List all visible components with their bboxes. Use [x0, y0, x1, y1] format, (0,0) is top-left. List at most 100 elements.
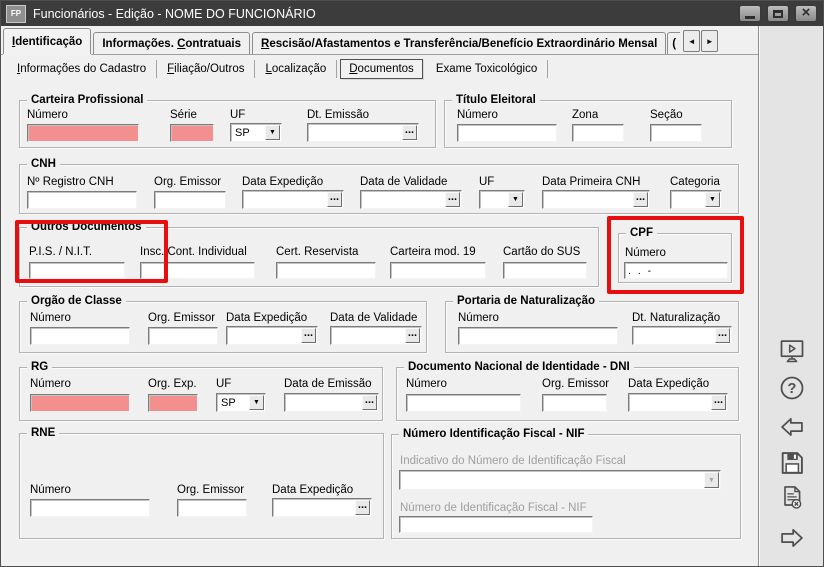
tutorial-video-button[interactable]	[775, 334, 809, 368]
rg-uf-select[interactable]: SP ▼	[216, 393, 266, 412]
ellipsis-icon[interactable]: ...	[402, 125, 417, 140]
dropdown-icon[interactable]: ▼	[265, 125, 280, 140]
tab-label: Identificação	[12, 35, 83, 48]
rne-data-expedicao-input[interactable]: ...	[272, 498, 372, 517]
cnh-categoria-select[interactable]: ▼	[670, 190, 722, 209]
cert-reservista-label: Cert. Reservista	[276, 246, 359, 258]
carteira-numero-input[interactable]	[27, 124, 139, 142]
document-cancel-icon	[784, 486, 802, 509]
portaria-dt-naturalizacao-input[interactable]: ...	[632, 326, 732, 345]
cancel-record-button[interactable]	[775, 481, 809, 515]
rne-numero-input[interactable]	[30, 499, 150, 517]
group-titulo-eleitoral: Título Eleitoral Número Zona Seção	[444, 93, 732, 148]
orgao-numero-input[interactable]	[30, 327, 130, 345]
cartao-sus-label: Cartão do SUS	[503, 246, 581, 258]
numero-nif-label: Número de Identificação Fiscal - NIF	[400, 502, 587, 514]
titulo-numero-input[interactable]	[457, 124, 557, 142]
subtab-documentos[interactable]: Documentos	[340, 59, 423, 79]
ellipsis-icon[interactable]: ...	[715, 328, 730, 343]
close-button[interactable]: ×	[794, 4, 818, 23]
window-title: Funcionários - Edição - NOME DO FUNCIONÁ…	[33, 6, 316, 21]
pis-nit-input[interactable]	[29, 262, 125, 279]
rg-org-exp-input[interactable]	[148, 394, 198, 412]
subtab-exame-toxicologico[interactable]: Exame Toxicológico	[426, 60, 549, 78]
cnh-data-validade-input[interactable]: ...	[360, 190, 462, 209]
titulo-zona-input[interactable]	[572, 124, 624, 142]
ellipsis-icon[interactable]: ...	[327, 192, 342, 207]
main-tab-bar: Identificação Informações. Contratuais R…	[1, 28, 758, 54]
ellipsis-icon[interactable]: ...	[633, 192, 648, 207]
cnh-data-primeira-input[interactable]: ...	[542, 190, 650, 209]
rne-org-emissor-input[interactable]	[177, 499, 247, 517]
cnh-registro-input[interactable]	[27, 191, 137, 209]
data-expedicao-label: Data Expedição	[242, 176, 324, 188]
dni-org-emissor-input[interactable]	[542, 394, 607, 412]
dropdown-icon[interactable]: ▼	[508, 192, 523, 207]
dni-data-expedicao-input[interactable]: ...	[628, 393, 728, 412]
minimize-button[interactable]	[738, 4, 762, 23]
uf-label: UF	[230, 109, 246, 121]
tab-informacoes-contratuais[interactable]: Informações. Contratuais	[93, 32, 250, 54]
dropdown-icon[interactable]: ▼	[705, 192, 720, 207]
uf-label: UF	[479, 176, 495, 188]
maximize-button[interactable]	[766, 4, 790, 23]
secao-label: Seção	[650, 109, 683, 121]
tab-overflow-partial[interactable]: (	[667, 32, 681, 54]
rg-numero-input[interactable]	[30, 394, 130, 412]
data-emissao-label: Data de Emissão	[284, 378, 372, 390]
dt-naturalizacao-label: Dt. Naturalização	[632, 312, 721, 324]
org-emissor-label: Org. Emissor	[148, 312, 216, 324]
ellipsis-icon[interactable]: ...	[445, 192, 460, 207]
numero-nif-input[interactable]	[399, 516, 593, 533]
data-validade-label: Data de Validade	[330, 312, 418, 324]
carteira-serie-input[interactable]	[170, 124, 214, 142]
dni-numero-input[interactable]	[406, 394, 521, 412]
indicativo-nif-label: Indicativo do Número de Identificação Fi…	[400, 455, 626, 467]
app-icon: FP	[6, 4, 26, 23]
orgao-data-expedicao-input[interactable]: ...	[226, 326, 318, 345]
ellipsis-icon[interactable]: ...	[301, 328, 316, 343]
orgao-org-emissor-input[interactable]	[148, 327, 218, 345]
subtab-informacoes-do-cadastro[interactable]: Informações do Cadastro	[7, 60, 158, 78]
dropdown-icon[interactable]: ▼	[249, 395, 264, 410]
cnh-org-emissor-input[interactable]	[154, 191, 226, 209]
dropdown-icon: ▼	[704, 472, 719, 488]
subtab-localizacao[interactable]: Localização	[255, 60, 338, 78]
org-exp-label: Org. Exp.	[148, 378, 197, 390]
titulo-secao-input[interactable]	[650, 124, 702, 142]
cartao-sus-input[interactable]	[503, 262, 587, 279]
tab-identificacao[interactable]: Identificação	[3, 28, 92, 54]
navigate-forward-button[interactable]	[775, 521, 809, 555]
ellipsis-icon[interactable]: ...	[355, 500, 370, 515]
numero-label: Número	[458, 312, 499, 324]
tab-scroll-right-button[interactable]: ►	[701, 30, 719, 52]
cert-reservista-input[interactable]	[276, 262, 376, 279]
group-orgao-de-classe: Orgão de Classe Número Org. Emissor Data…	[19, 294, 427, 353]
tab-rescisao-afastamentos[interactable]: Rescisão/Afastamentos e Transferência/Be…	[252, 32, 667, 54]
portaria-numero-input[interactable]	[458, 327, 618, 345]
subtab-filiacao-outros[interactable]: Filiação/Outros	[157, 60, 256, 78]
registro-cnh-label: Nº Registro CNH	[27, 176, 114, 188]
cnh-uf-select[interactable]: ▼	[479, 190, 525, 209]
cpf-numero-input[interactable]: . . -	[624, 262, 728, 279]
save-button[interactable]	[775, 446, 809, 480]
carteira-dt-emissao-input[interactable]: ...	[307, 123, 419, 142]
navigate-back-button[interactable]	[775, 410, 809, 444]
ellipsis-icon[interactable]: ...	[362, 395, 377, 410]
arrow-right-icon	[781, 528, 803, 548]
insc-cont-individual-input[interactable]	[140, 262, 255, 279]
cnh-data-expedicao-input[interactable]: ...	[242, 190, 344, 209]
rg-data-emissao-input[interactable]: ...	[284, 393, 379, 412]
ellipsis-icon[interactable]: ...	[405, 328, 420, 343]
indicativo-nif-select[interactable]: ▼	[399, 470, 721, 490]
help-button[interactable]: ?	[775, 371, 809, 405]
carteira-uf-select[interactable]: SP ▼	[230, 123, 282, 142]
categoria-label: Categoria	[670, 176, 720, 188]
orgao-data-validade-input[interactable]: ...	[330, 326, 422, 345]
dt-emissao-label: Dt. Emissão	[307, 109, 369, 121]
carteira-mod19-input[interactable]	[390, 262, 486, 279]
monitor-play-icon	[780, 340, 804, 363]
ellipsis-icon[interactable]: ...	[711, 395, 726, 410]
tab-scroll-left-button[interactable]: ◄	[683, 30, 701, 52]
carteira-mod19-label: Carteira mod. 19	[390, 246, 476, 258]
